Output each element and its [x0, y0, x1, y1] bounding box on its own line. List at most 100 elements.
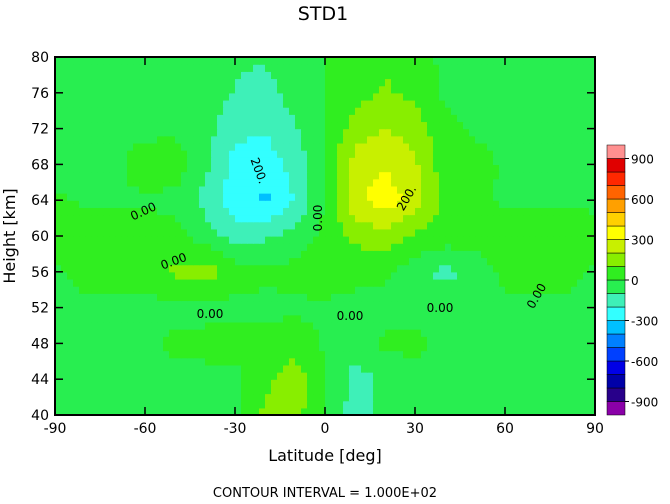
field-cell [229, 250, 236, 259]
field-cell [385, 400, 392, 409]
field-cell [403, 379, 410, 387]
field-cell [97, 157, 104, 165]
field-cell [139, 271, 146, 280]
field-cell [97, 128, 104, 137]
field-cell [265, 64, 272, 72]
field-cell [457, 207, 464, 216]
field-cell [373, 185, 380, 194]
field-cell [97, 393, 104, 402]
field-cell [265, 343, 272, 352]
field-cell [487, 379, 494, 387]
field-cell [403, 307, 410, 316]
field-cell [205, 343, 212, 352]
field-cell [541, 307, 548, 316]
field-cell [523, 207, 530, 216]
field-cell [253, 107, 260, 115]
field-cell [439, 178, 446, 187]
field-cell [259, 142, 266, 151]
field-cell [469, 243, 476, 251]
field-cell [367, 164, 374, 173]
field-cell [325, 142, 332, 151]
field-cell [85, 271, 92, 280]
field-cell [307, 329, 314, 337]
field-cell [289, 200, 296, 208]
field-cell [421, 336, 428, 344]
field-cell [409, 300, 416, 309]
field-cell [517, 150, 524, 158]
field-cell [511, 214, 518, 223]
field-cell [103, 99, 110, 108]
field-cell [403, 135, 410, 144]
field-cell [241, 121, 248, 130]
field-cell [259, 200, 266, 208]
field-cell [535, 200, 542, 208]
field-cell [115, 386, 122, 395]
field-cell [169, 171, 176, 180]
field-cell [349, 236, 356, 244]
field-cell [295, 221, 302, 230]
field-cell [85, 92, 92, 101]
field-cell [79, 393, 86, 402]
field-cell [445, 92, 452, 101]
field-cell [535, 57, 542, 65]
field-cell [433, 321, 440, 330]
field-cell [337, 307, 344, 316]
field-cell [403, 336, 410, 344]
field-cell [511, 386, 518, 395]
field-cell [445, 200, 452, 208]
field-cell [451, 71, 458, 80]
field-cell [307, 71, 314, 80]
field-cell [199, 171, 206, 180]
field-cell [61, 300, 68, 309]
field-cell [73, 407, 80, 416]
field-cell [109, 228, 116, 237]
field-cell [127, 114, 134, 123]
field-cell [469, 121, 476, 130]
field-cell [409, 257, 416, 266]
field-cell [487, 293, 494, 302]
field-cell [67, 142, 74, 151]
field-cell [109, 57, 116, 65]
field-cell [409, 157, 416, 165]
field-cell [235, 64, 242, 72]
colorbar-box [606, 212, 626, 227]
field-cell [109, 379, 116, 387]
y-tick-label: 52 [31, 301, 49, 317]
field-cell [217, 99, 224, 108]
field-cell [517, 379, 524, 387]
field-cell [541, 185, 548, 194]
field-cell [253, 364, 260, 373]
field-cell [109, 264, 116, 273]
field-cell [223, 293, 230, 302]
field-cell [553, 321, 560, 330]
field-cell [199, 200, 206, 208]
field-cell [109, 178, 116, 187]
field-cell [151, 128, 158, 137]
field-cell [289, 314, 296, 323]
field-cell [145, 142, 152, 151]
field-cell [79, 157, 86, 165]
field-cell [415, 336, 422, 344]
field-cell [169, 286, 176, 294]
field-cell [559, 214, 566, 223]
field-cell [283, 286, 290, 294]
field-cell [553, 350, 560, 359]
field-cell [559, 336, 566, 344]
field-cell [529, 329, 536, 337]
field-cell [487, 121, 494, 130]
field-cell [277, 121, 284, 130]
contour-label: 0.00 [197, 307, 224, 321]
field-cell [163, 150, 170, 158]
field-cell [451, 407, 458, 416]
field-cell [217, 372, 224, 380]
field-cell [91, 200, 98, 208]
field-cell [361, 379, 368, 387]
field-cell [541, 393, 548, 402]
field-cell [211, 193, 218, 201]
field-cell [133, 286, 140, 294]
field-cell [295, 407, 302, 416]
field-cell [205, 321, 212, 330]
field-cell [241, 407, 248, 416]
field-cell [91, 400, 98, 409]
field-cell [211, 228, 218, 237]
